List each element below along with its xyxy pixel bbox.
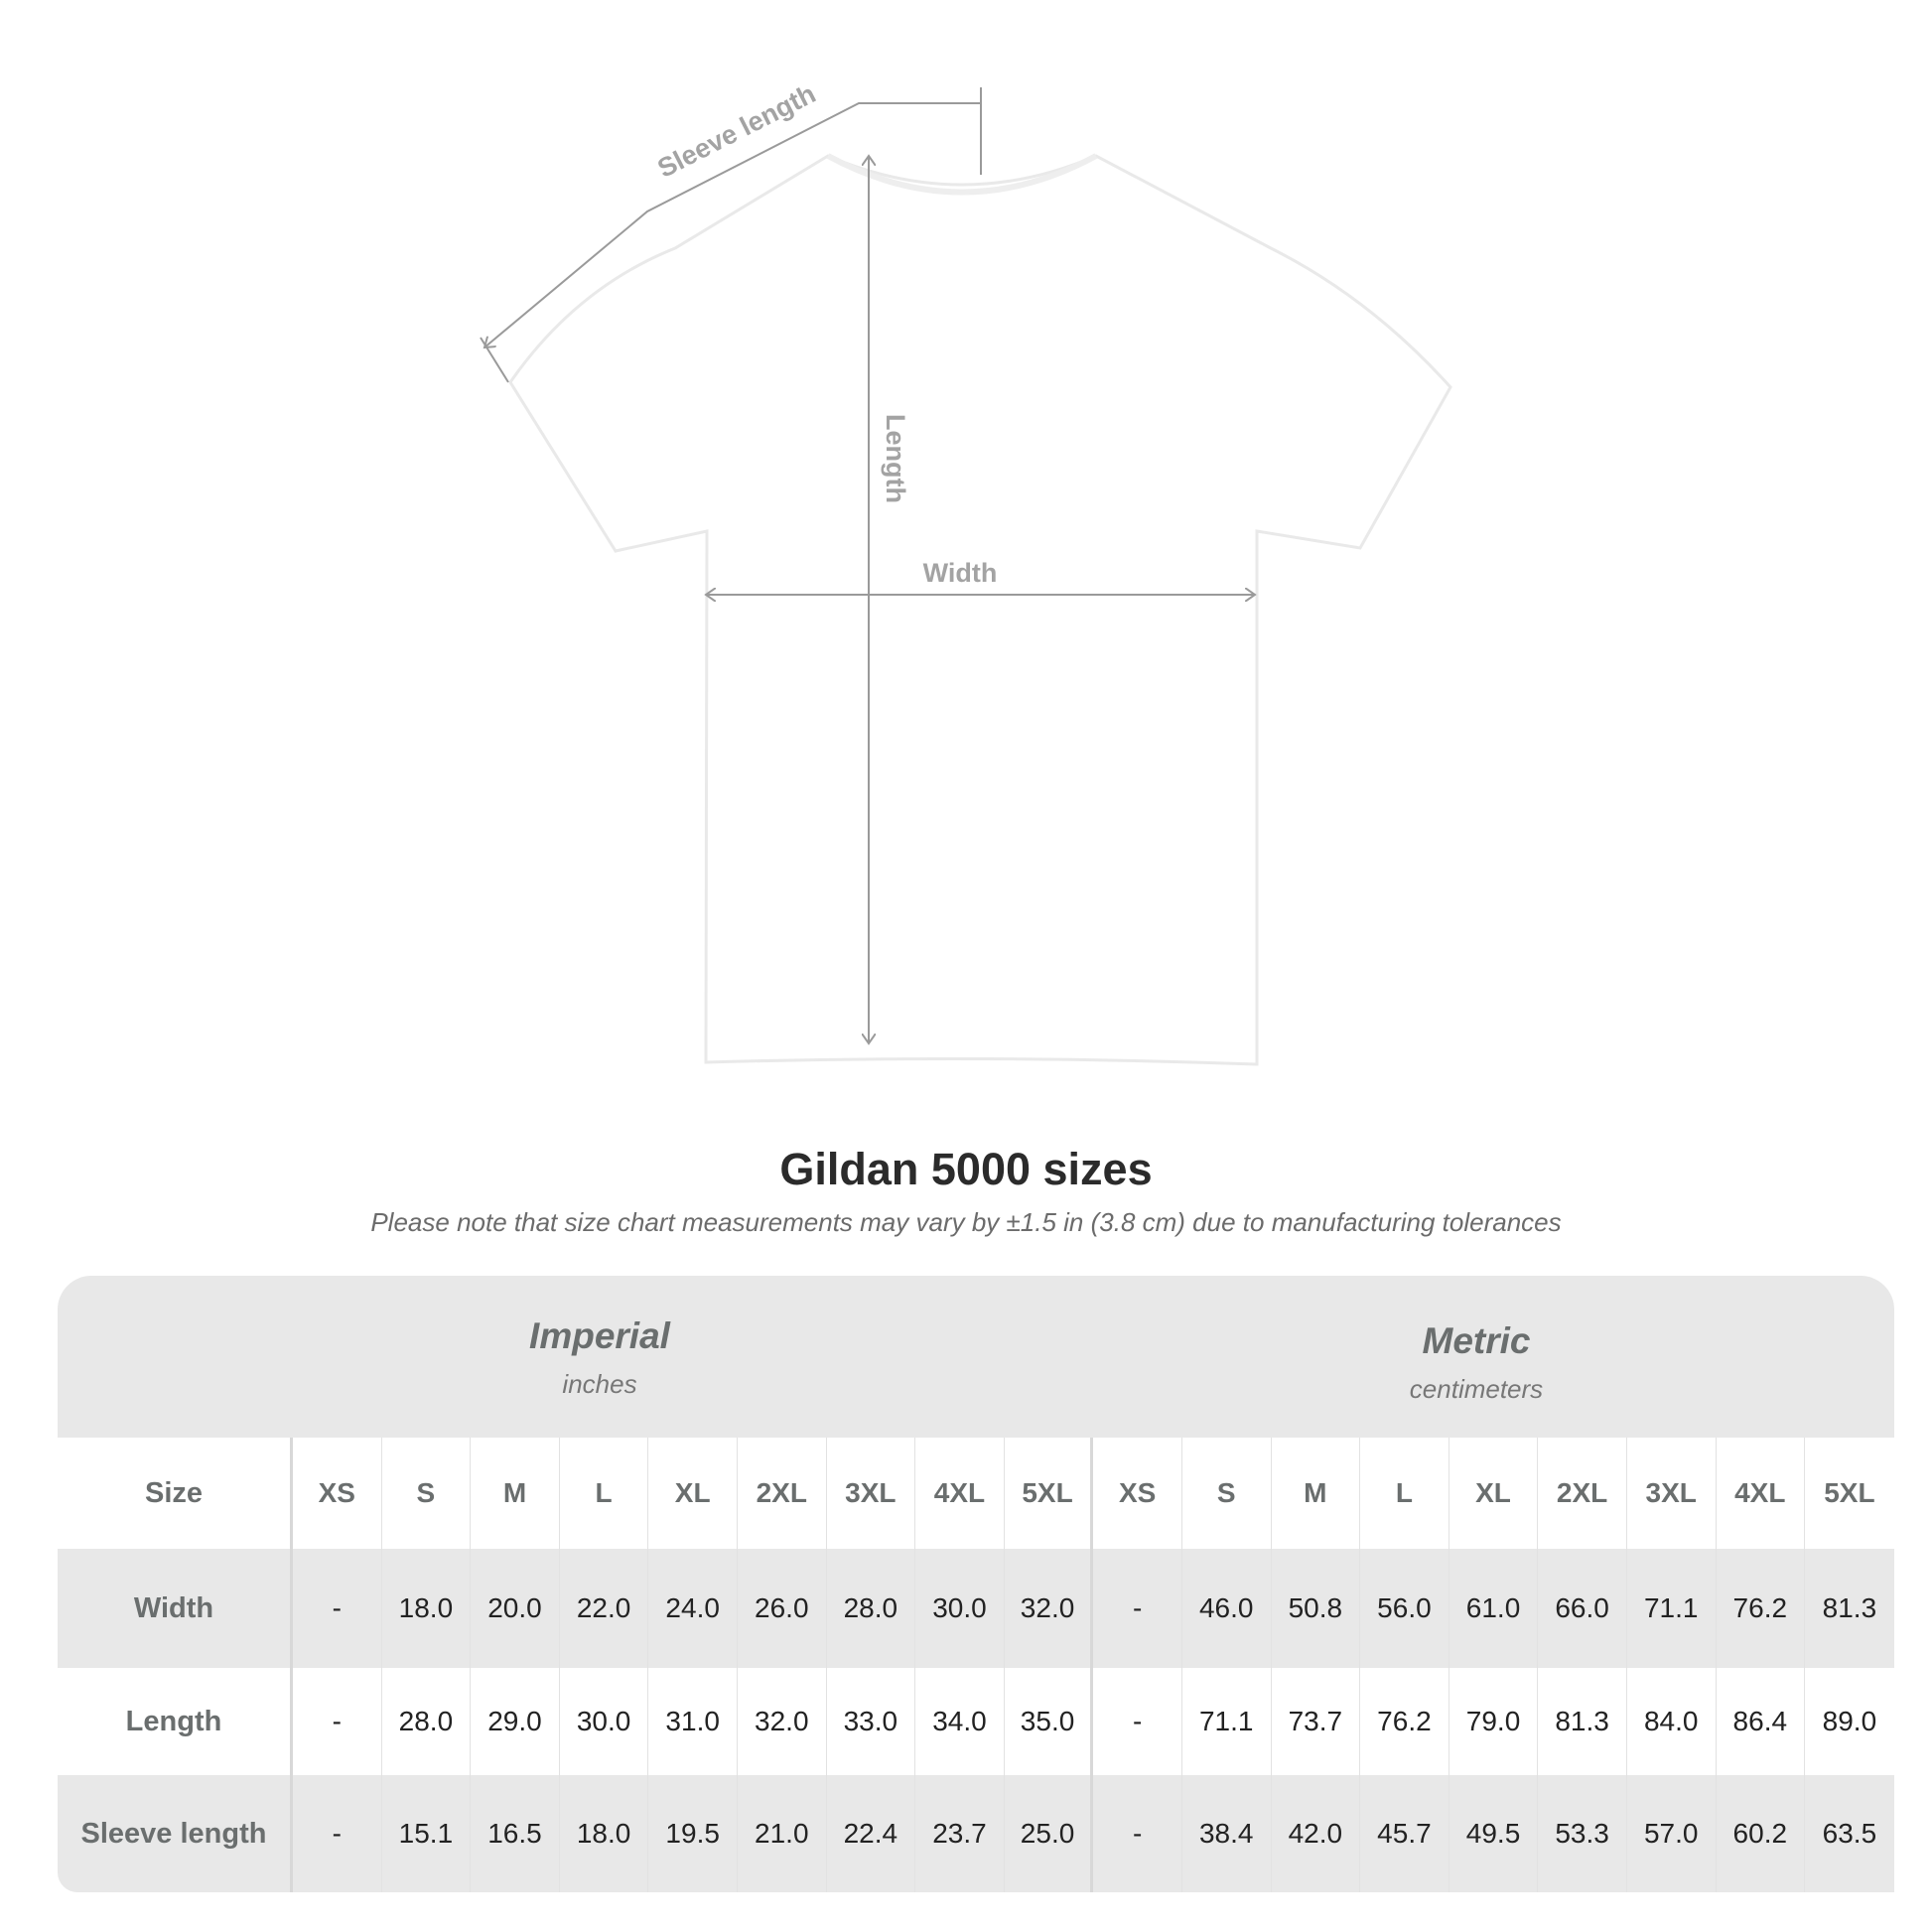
size-table: Imperial inches Metric centimeters Size X… [58, 1276, 1894, 1892]
metric-value-m: 73.7 [1272, 1668, 1361, 1775]
imperial-unit: inches [562, 1369, 637, 1399]
metric-value-l: 76.2 [1360, 1668, 1449, 1775]
metric-value-4xl: 86.4 [1717, 1668, 1806, 1775]
imperial-value-3xl: 22.4 [827, 1775, 916, 1892]
imperial-size-3xl: 3XL [827, 1438, 916, 1549]
metric-value-s: 71.1 [1182, 1668, 1272, 1775]
sleeve-length-label: Sleeve length [653, 78, 821, 184]
imperial-size-4xl: 4XL [915, 1438, 1005, 1549]
metric-value-l: 56.0 [1360, 1549, 1449, 1668]
metric-value-5xl: 63.5 [1822, 1818, 1877, 1849]
imperial-size-m: M [471, 1438, 560, 1549]
chart-title: Gildan 5000 sizes [779, 1144, 1153, 1194]
metric-size-3xl: 3XL [1627, 1438, 1717, 1549]
metric-value-4xl: 60.2 [1717, 1775, 1806, 1892]
imperial-value-5xl: 32.0 [1005, 1549, 1094, 1668]
metric-size-m: M [1272, 1438, 1361, 1549]
imperial-value-xs: - [293, 1549, 382, 1668]
imperial-value-m: 16.5 [471, 1775, 560, 1892]
tshirt-measurement-diagram: Sleeve length Length Width [480, 78, 1452, 1066]
imperial-value-2xl: 26.0 [738, 1549, 827, 1668]
metric-value-3xl: 57.0 [1627, 1775, 1717, 1892]
imperial-value-3xl: 33.0 [827, 1668, 916, 1775]
metric-title: Metric [1422, 1320, 1531, 1361]
imperial-value-l: 18.0 [560, 1775, 649, 1892]
tolerance-note: Please note that size chart measurements… [370, 1207, 1562, 1237]
metric-value-xl: 79.0 [1449, 1668, 1539, 1775]
imperial-value-xl: 19.5 [648, 1775, 738, 1892]
imperial-value-4xl: 30.0 [915, 1549, 1005, 1668]
imperial-value-5xl: 25.0 [1005, 1775, 1094, 1892]
table-row-width: Width -18.0 20.0 22.0 24.0 26.0 28.0 30.0 32.0-4… [58, 1549, 1894, 1668]
imperial-title: Imperial [529, 1315, 670, 1356]
imperial-value-4xl: 23.7 [915, 1775, 1005, 1892]
imperial-size-xs: XS [293, 1438, 382, 1549]
imperial-value-s: 15.1 [382, 1775, 472, 1892]
imperial-size-2xl: 2XL [738, 1438, 827, 1549]
imperial-size-s: S [382, 1438, 472, 1549]
metric-value-xs: - [1093, 1775, 1182, 1892]
table-header-band [58, 1276, 1894, 1438]
metric-value-s: 38.4 [1182, 1775, 1272, 1892]
metric-value-2xl: 81.3 [1538, 1668, 1627, 1775]
metric-value-xl: 61.0 [1449, 1549, 1539, 1668]
imperial-value-3xl: 28.0 [827, 1549, 916, 1668]
metric-size-5xl: 5XL [1824, 1477, 1875, 1508]
metric-value-l: 45.7 [1360, 1775, 1449, 1892]
metric-value-3xl: 84.0 [1627, 1668, 1717, 1775]
size-label: Size [58, 1438, 293, 1549]
tshirt-shape [508, 154, 1452, 1066]
imperial-value-4xl: 34.0 [915, 1668, 1005, 1775]
metric-size-4xl: 4XL [1717, 1438, 1806, 1549]
metric-value-3xl: 71.1 [1627, 1549, 1717, 1668]
imperial-header: Imperial inches [252, 1315, 947, 1400]
imperial-value-xs: - [293, 1775, 382, 1892]
metric-value-5xl: 81.3 [1822, 1592, 1877, 1623]
metric-size-s: S [1182, 1438, 1272, 1549]
metric-value-m: 50.8 [1272, 1549, 1361, 1668]
imperial-value-xl: 24.0 [648, 1549, 738, 1668]
imperial-size-5xl: 5XL [1005, 1438, 1094, 1549]
metric-value-5xl: 89.0 [1822, 1706, 1877, 1736]
imperial-value-5xl: 35.0 [1005, 1668, 1094, 1775]
table-row-length: Length -28.0 29.0 30.0 31.0 32.0 33.0 34.0 35.0-… [58, 1668, 1894, 1775]
sleeve-tick-cuff [480, 337, 509, 383]
metric-size-l: L [1360, 1438, 1449, 1549]
metric-value-m: 42.0 [1272, 1775, 1361, 1892]
metric-value-2xl: 66.0 [1538, 1549, 1627, 1668]
metric-value-xs: - [1093, 1668, 1182, 1775]
metric-value-s: 46.0 [1182, 1549, 1272, 1668]
size-header-row: Size XS S M L XL 2XL 3XL 4XL 5XL XS S M L XL 2XL 3XL 4XL 5… [58, 1438, 1894, 1549]
metric-value-xl: 49.5 [1449, 1775, 1539, 1892]
imperial-value-s: 18.0 [382, 1549, 472, 1668]
metric-value-2xl: 53.3 [1538, 1775, 1627, 1892]
width-label: Width [923, 558, 998, 588]
imperial-value-xl: 31.0 [648, 1668, 738, 1775]
imperial-value-m: 20.0 [471, 1549, 560, 1668]
imperial-size-l: L [560, 1438, 649, 1549]
metric-size-xs: XS [1093, 1438, 1182, 1549]
imperial-value-2xl: 32.0 [738, 1668, 827, 1775]
sleeve-length-line [484, 102, 981, 347]
imperial-value-s: 28.0 [382, 1668, 472, 1775]
length-label: Length [881, 414, 910, 503]
metric-unit: centimeters [1409, 1374, 1544, 1404]
metric-size-2xl: 2XL [1538, 1438, 1627, 1549]
imperial-value-l: 22.0 [560, 1549, 649, 1668]
row-label: Sleeve length [58, 1775, 293, 1892]
imperial-value-2xl: 21.0 [738, 1775, 827, 1892]
imperial-value-m: 29.0 [471, 1668, 560, 1775]
imperial-size-xl: XL [648, 1438, 738, 1549]
imperial-value-l: 30.0 [560, 1668, 649, 1775]
imperial-value-xs: - [293, 1668, 382, 1775]
metric-value-xs: - [1093, 1549, 1182, 1668]
metric-header: Metric centimeters [1129, 1320, 1824, 1405]
row-label: Length [58, 1668, 293, 1775]
row-label: Width [58, 1549, 293, 1668]
metric-size-xl: XL [1449, 1438, 1539, 1549]
table-row-sleeve-length: Sleeve length -15.1 16.5 18.0 19.5 21.0 22.4 23… [58, 1775, 1894, 1892]
metric-value-4xl: 76.2 [1717, 1549, 1806, 1668]
